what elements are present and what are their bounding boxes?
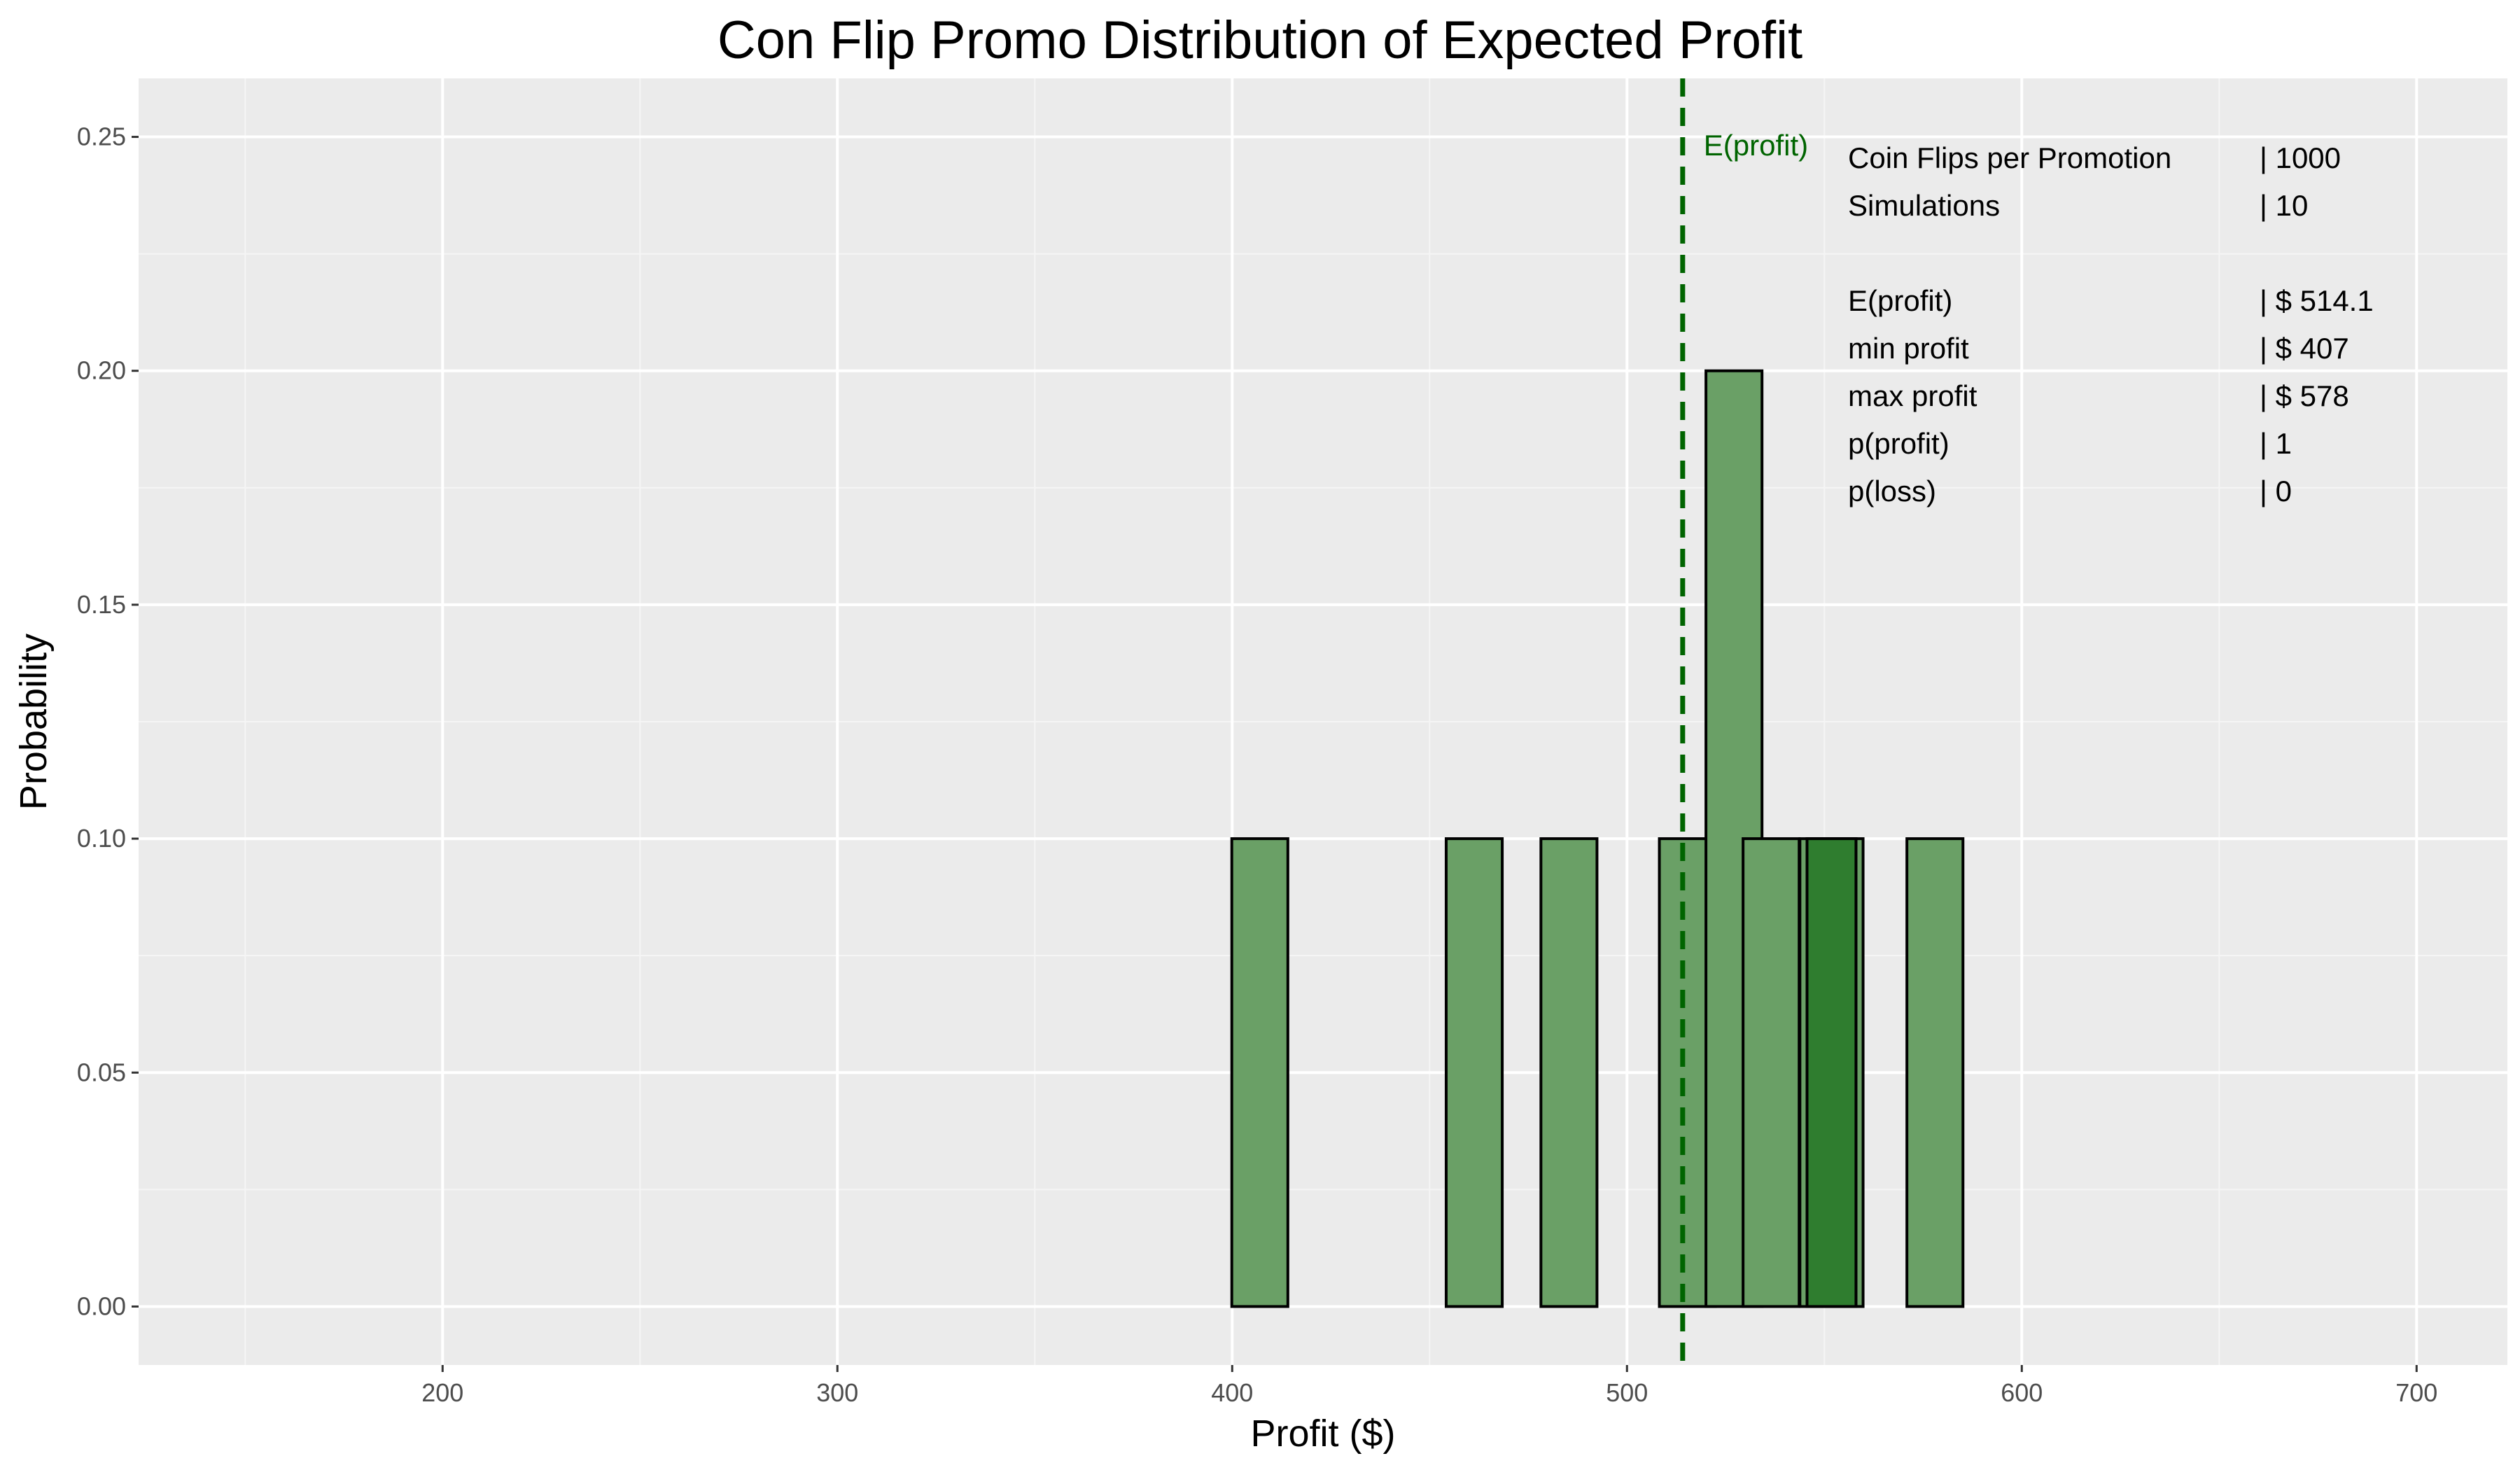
y-tick-label: 0.10 xyxy=(77,824,126,853)
info-row-label: max profit xyxy=(1848,379,1977,412)
info-row-value: | 0 xyxy=(2260,475,2292,507)
y-tick-label: 0.15 xyxy=(77,590,126,619)
x-tick-label: 500 xyxy=(1606,1378,1648,1407)
info-row-label: Coin Flips per Promotion xyxy=(1848,141,2171,174)
info-row-value: | $ 407 xyxy=(2260,332,2349,365)
y-axis-title: Probability xyxy=(13,634,55,810)
x-tick-label: 600 xyxy=(2001,1378,2043,1407)
mean-line-label: E(profit) xyxy=(1704,129,1808,162)
info-row-label: min profit xyxy=(1848,332,1969,365)
info-row-value: | 10 xyxy=(2260,189,2308,222)
info-row-label: p(profit) xyxy=(1848,427,1949,460)
info-row-value: | $ 514.1 xyxy=(2260,284,2374,317)
info-row-label: E(profit) xyxy=(1848,284,1952,317)
info-row-value: | 1 xyxy=(2260,427,2292,460)
x-axis-title: Profit ($) xyxy=(1250,1413,1395,1455)
mean-line-layer: E(profit) xyxy=(1680,78,1808,1365)
histogram-bars xyxy=(1230,369,1965,1308)
chart-title: Con Flip Promo Distribution of Expected … xyxy=(717,10,1803,70)
y-tick-label: 0.25 xyxy=(77,122,126,151)
x-axis: 200 300 400 500 600 700 xyxy=(421,1365,2437,1407)
histogram-bar-overlap-0 xyxy=(1805,837,1858,1308)
x-tick-label: 400 xyxy=(1211,1378,1253,1407)
histogram-bar-0 xyxy=(1230,837,1289,1308)
info-row-value: | $ 578 xyxy=(2260,379,2349,412)
info-row-label: p(loss) xyxy=(1848,475,1936,507)
histogram-bar-5 xyxy=(1742,837,1801,1308)
info-panel: Coin Flips per Promotion | 1000 Simulation… xyxy=(1848,141,2374,507)
x-tick-label: 700 xyxy=(2395,1378,2437,1407)
histogram-bar-1 xyxy=(1444,837,1504,1308)
grid-minor-lines xyxy=(139,78,2507,1365)
y-tick-label: 0.20 xyxy=(77,356,126,385)
y-tick-label: 0.05 xyxy=(77,1058,126,1086)
y-tick-label: 0.00 xyxy=(77,1292,126,1320)
x-tick-label: 200 xyxy=(421,1378,463,1407)
histogram-bar-8 xyxy=(1905,837,1965,1308)
x-tick-label: 300 xyxy=(816,1378,858,1407)
grid-major-lines xyxy=(139,78,2507,1365)
histogram-bar-2 xyxy=(1539,837,1599,1308)
info-row-label: Simulations xyxy=(1848,189,2000,222)
y-axis: 0.00 0.05 0.10 0.15 0.20 0.25 xyxy=(77,122,139,1320)
info-row-value: | 1000 xyxy=(2260,141,2341,174)
